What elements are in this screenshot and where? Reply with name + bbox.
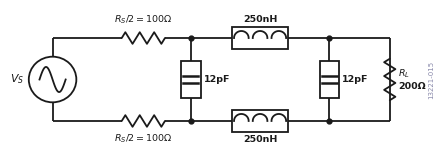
Bar bbox=[181, 61, 200, 98]
Bar bbox=[231, 27, 287, 49]
Bar bbox=[231, 110, 287, 132]
Text: $V_S$: $V_S$ bbox=[10, 73, 24, 86]
Text: 12pF: 12pF bbox=[342, 75, 368, 84]
Text: 250nH: 250nH bbox=[242, 135, 276, 145]
Text: $R_S/2 = 100\Omega$: $R_S/2 = 100\Omega$ bbox=[114, 133, 172, 145]
Bar bbox=[319, 61, 338, 98]
Text: 200Ω: 200Ω bbox=[398, 83, 425, 91]
Text: 250nH: 250nH bbox=[242, 14, 276, 24]
Text: $R_S/2 = 100\Omega$: $R_S/2 = 100\Omega$ bbox=[114, 14, 172, 26]
Text: $R_L$: $R_L$ bbox=[398, 67, 409, 80]
Text: 13221-015: 13221-015 bbox=[427, 60, 433, 99]
Text: 12pF: 12pF bbox=[204, 75, 230, 84]
